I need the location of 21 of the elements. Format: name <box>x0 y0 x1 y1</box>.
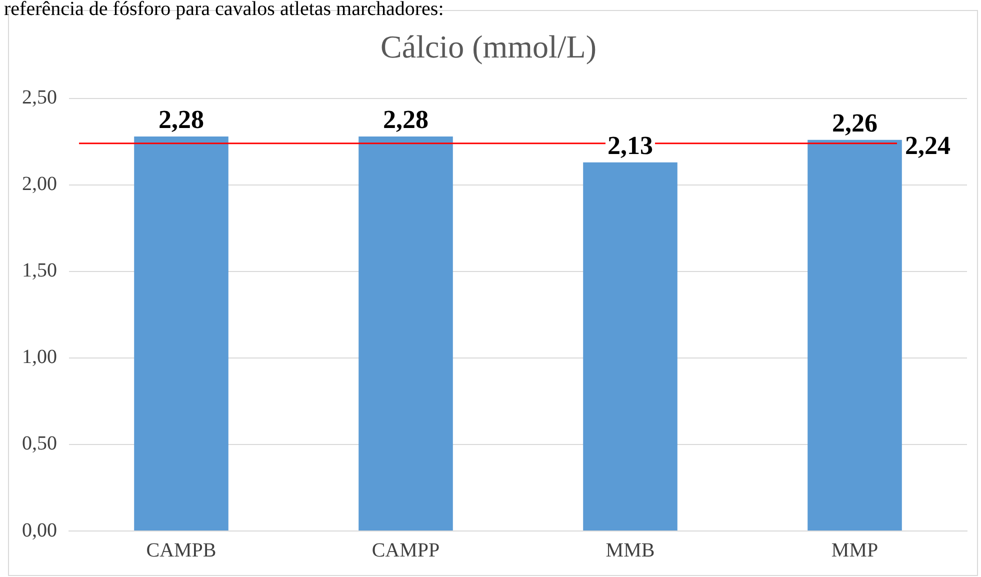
y-tick-label: 2,00 <box>22 173 57 196</box>
x-tick-label: MMB <box>606 539 655 562</box>
x-tick-label: MMP <box>831 539 878 562</box>
x-tick-label: CAMPP <box>372 539 440 562</box>
text: referência de fósforo para cavalos atletas marchadores: <box>4 0 444 20</box>
y-tick-label: 1,00 <box>22 346 57 368</box>
data-label: 2,26 <box>832 108 878 138</box>
ref-line-label: 2,24 <box>905 131 950 160</box>
y-tick-label: 0,50 <box>22 432 57 455</box>
y-tick-label: 2,50 <box>22 86 57 109</box>
chart-title: Cálcio (mmol/L) <box>380 28 596 65</box>
bar <box>134 136 228 530</box>
y-tick-label: 1,50 <box>22 260 57 282</box>
y-tick-label: 0,00 <box>22 519 57 542</box>
data-label: 2,28 <box>158 105 204 134</box>
data-label: 2,13 <box>608 131 653 160</box>
bar <box>808 140 902 530</box>
x-tick-label: CAMPB <box>146 539 216 562</box>
bar <box>358 136 453 530</box>
bar <box>583 162 678 530</box>
data-label: 2,28 <box>383 105 428 134</box>
